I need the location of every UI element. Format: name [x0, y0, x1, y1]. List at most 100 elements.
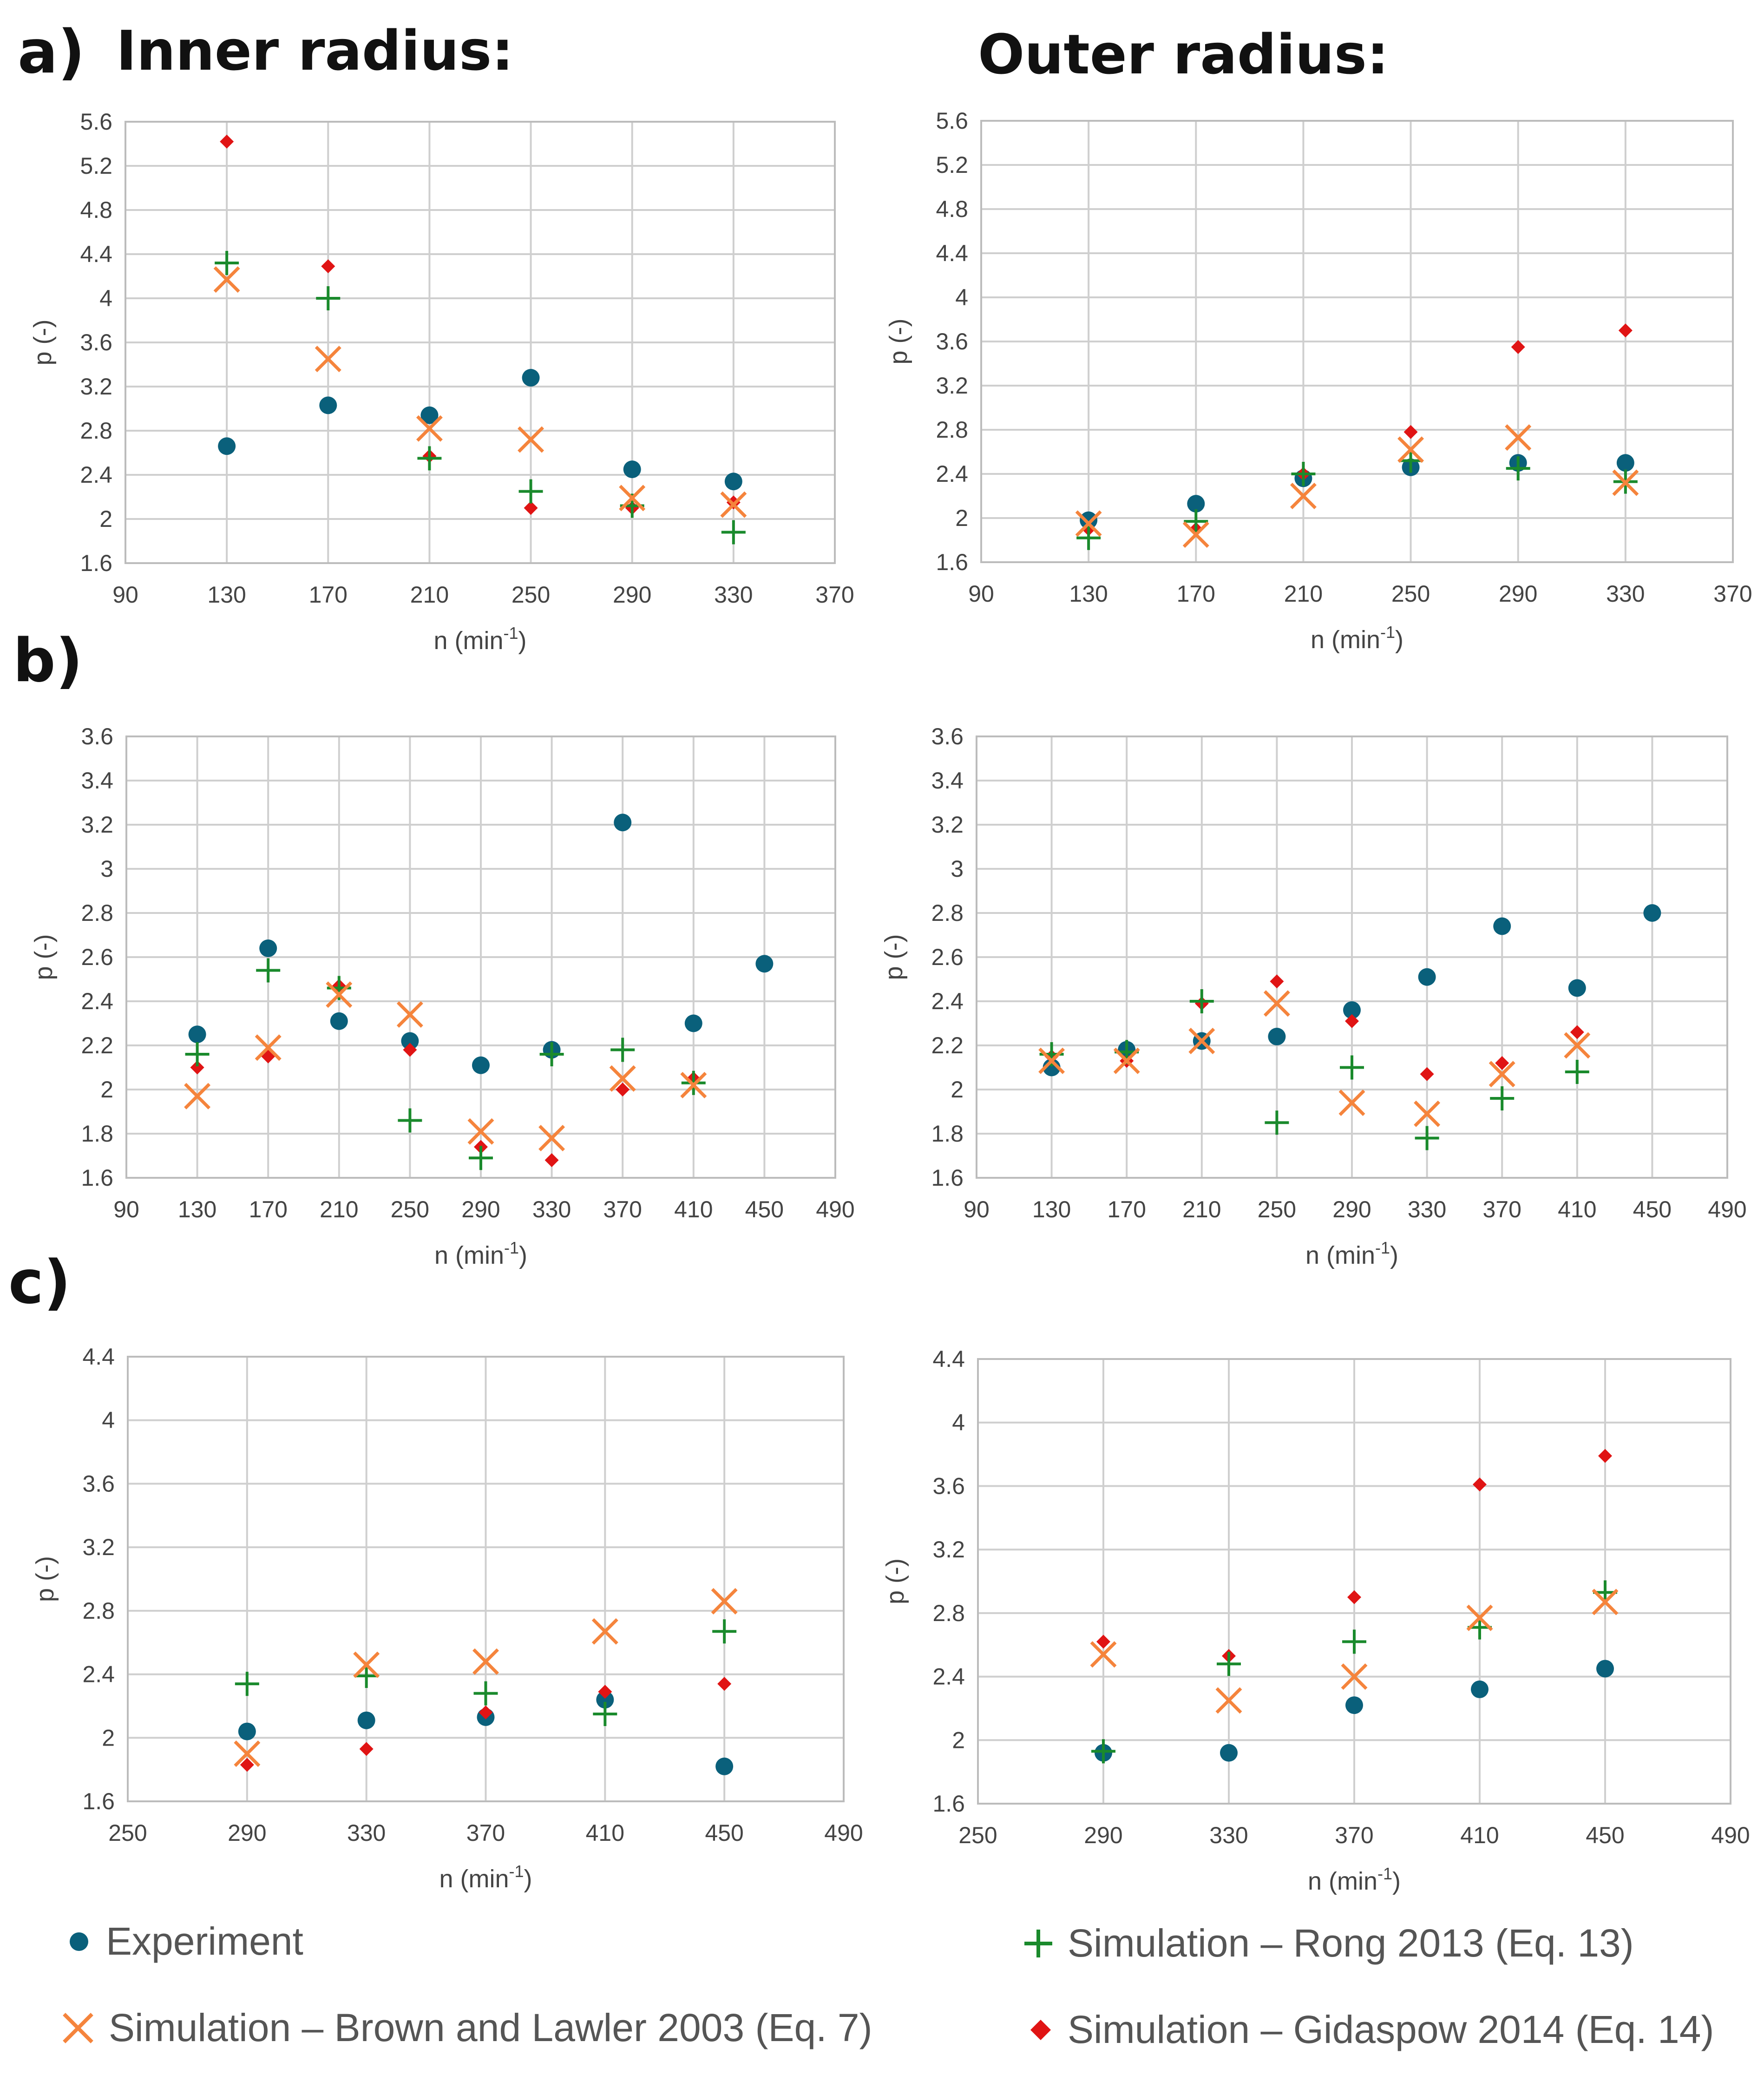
point-gidaspow [1347, 1590, 1361, 1604]
y-tick-label: 3 [951, 856, 964, 882]
x-tick-label: 90 [968, 581, 994, 607]
x-tick-label: 490 [1708, 1196, 1746, 1222]
point-rong [593, 1702, 617, 1727]
x-tick-label: 410 [1558, 1196, 1596, 1222]
series-rong [235, 1619, 737, 1727]
y-tick-label: 3.6 [82, 1471, 115, 1497]
point-gidaspow [1511, 340, 1525, 354]
series-rong [1076, 448, 1638, 550]
point-brown [1489, 1061, 1515, 1088]
series-gidaspow [190, 978, 701, 1167]
point-brown [1612, 469, 1639, 496]
point-brown [591, 1618, 618, 1645]
y-tick-label: 2.6 [81, 944, 113, 970]
y-tick-label: 2.8 [82, 1598, 115, 1624]
y-tick-label: 4.8 [936, 196, 968, 222]
point-rong [1565, 1060, 1589, 1084]
point-gidaspow [220, 134, 234, 149]
point-experiment [1418, 968, 1436, 986]
point-experiment [1471, 1680, 1489, 1698]
y-tick-label: 3.6 [936, 328, 968, 355]
x-tick-label: 410 [1460, 1822, 1499, 1848]
x-tick-label: 490 [824, 1820, 863, 1846]
series-gidaspow [240, 1677, 732, 1772]
legend-gidaspow: Simulation – Gidaspow 2014 (Eq. 14) [1027, 2007, 1714, 2052]
x-tick-label: 130 [1069, 581, 1108, 607]
series-rong [1039, 989, 1589, 1150]
point-gidaspow [1270, 974, 1284, 989]
y-tick-label: 5.6 [80, 109, 112, 135]
series-brown [213, 266, 747, 518]
point-rong [235, 1672, 259, 1696]
y-tick-label: 2.2 [931, 1032, 964, 1058]
point-rong [1415, 1126, 1439, 1150]
y-tick-label: 4.4 [80, 241, 112, 267]
point-brown [1290, 483, 1317, 509]
point-brown [184, 1083, 211, 1110]
x-tick-label: 370 [603, 1196, 642, 1222]
y-tick-label: 3.2 [932, 1537, 965, 1563]
grid [980, 120, 1734, 563]
x-tick-label: 370 [815, 582, 854, 608]
point-rong [215, 251, 239, 275]
x-tick-label: 250 [511, 582, 550, 608]
panel-label-c: c) [8, 1248, 71, 1317]
point-brown [720, 491, 747, 518]
x-tick-label: 130 [1032, 1196, 1071, 1222]
x-tick-label: 90 [964, 1196, 990, 1222]
chart-a-inner: 90 130 170 210 250 290 330 370 1.6 2 2.4 2.8 3.2 3.6 4… [29, 109, 854, 655]
x-tick-label: 170 [309, 582, 348, 608]
point-rong [185, 1042, 210, 1066]
chart-b-outer: 90 130 170 210 250 290 330 370 410 450 490 1.6 1.8 2 2… [880, 723, 1747, 1269]
legend-brown: Simulation – Brown and Lawler 2003 (Eq. … [60, 2005, 872, 2050]
y-tick-label: 5.2 [936, 152, 968, 178]
point-experiment [319, 396, 337, 414]
point-experiment [715, 1757, 734, 1775]
point-brown [1075, 510, 1102, 537]
point-gidaspow [1473, 1477, 1487, 1492]
point-experiment [1343, 1001, 1361, 1019]
y-tick-label: 2.8 [931, 900, 964, 926]
point-brown [1466, 1604, 1493, 1631]
chart-c-inner: 250 290 330 370 410 450 490 1.6 2 2.4 2.8 3.2 3.6 4 4.… [31, 1344, 863, 1893]
x-tick-label: 410 [674, 1196, 713, 1222]
point-experiment [1643, 904, 1661, 922]
grid [977, 1358, 1731, 1805]
point-brown [353, 1651, 380, 1678]
point-experiment [188, 1025, 206, 1044]
point-brown [396, 1001, 423, 1028]
series-gidaspow [220, 134, 741, 515]
point-gidaspow [544, 1153, 559, 1167]
y-axis-label: p (-) [30, 934, 58, 980]
panel-label-a: a) [18, 18, 85, 87]
y-tick-label: 3.2 [81, 812, 113, 838]
legend-rong-label: Simulation – Rong 2013 (Eq. 13) [1068, 1921, 1634, 1965]
point-rong [1076, 525, 1101, 550]
x-tick-label: 450 [745, 1196, 784, 1222]
y-tick-label: 3.6 [80, 329, 112, 355]
y-tick-label: 3.6 [931, 723, 964, 749]
point-gidaspow [1598, 1449, 1612, 1463]
x-tick-label: 170 [1107, 1196, 1146, 1222]
x-axis-label: n (min-1) [434, 1238, 527, 1269]
y-tick-label: 2.4 [931, 988, 964, 1014]
y-tick-label: 2 [955, 505, 968, 531]
y-tick-label: 3.6 [81, 723, 113, 749]
point-gidaspow [359, 1742, 374, 1756]
y-tick-label: 2 [99, 506, 112, 532]
point-experiment [1568, 979, 1586, 997]
y-axis-label: p (-) [31, 1556, 59, 1602]
point-brown [711, 1588, 738, 1615]
y-axis-label: p (-) [29, 320, 57, 366]
x-marker-icon [63, 2012, 93, 2043]
series-brown [1075, 424, 1639, 548]
legend-experiment: Experiment [65, 1919, 303, 1964]
point-rong [1291, 462, 1316, 486]
point-brown [518, 426, 544, 453]
x-tick-label: 370 [1335, 1822, 1373, 1848]
point-brown [1592, 1589, 1619, 1615]
x-tick-label: 290 [1084, 1822, 1122, 1848]
x-tick-label: 490 [1711, 1822, 1750, 1848]
point-brown [619, 485, 646, 512]
x-tick-label: 370 [1482, 1196, 1521, 1222]
